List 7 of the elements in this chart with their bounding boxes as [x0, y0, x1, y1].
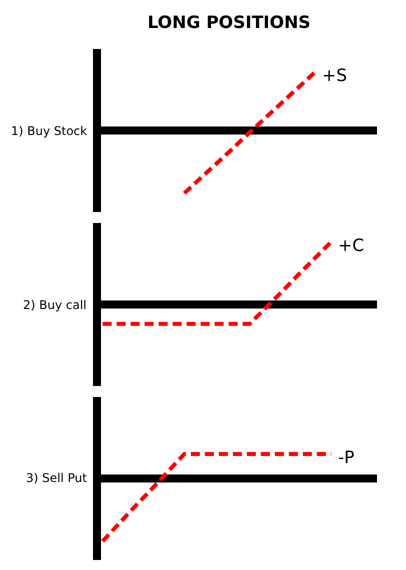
series-label: -P — [338, 448, 354, 468]
y-axis-title: 3) Sell Put — [26, 471, 88, 485]
y-axis-title: 2) Buy call — [23, 298, 87, 312]
y-axis-title: 1) Buy Stock — [11, 124, 88, 138]
series-label: +C — [338, 236, 364, 256]
series-label: +S — [322, 66, 348, 86]
chart-title: LONG POSITIONS — [147, 12, 311, 33]
